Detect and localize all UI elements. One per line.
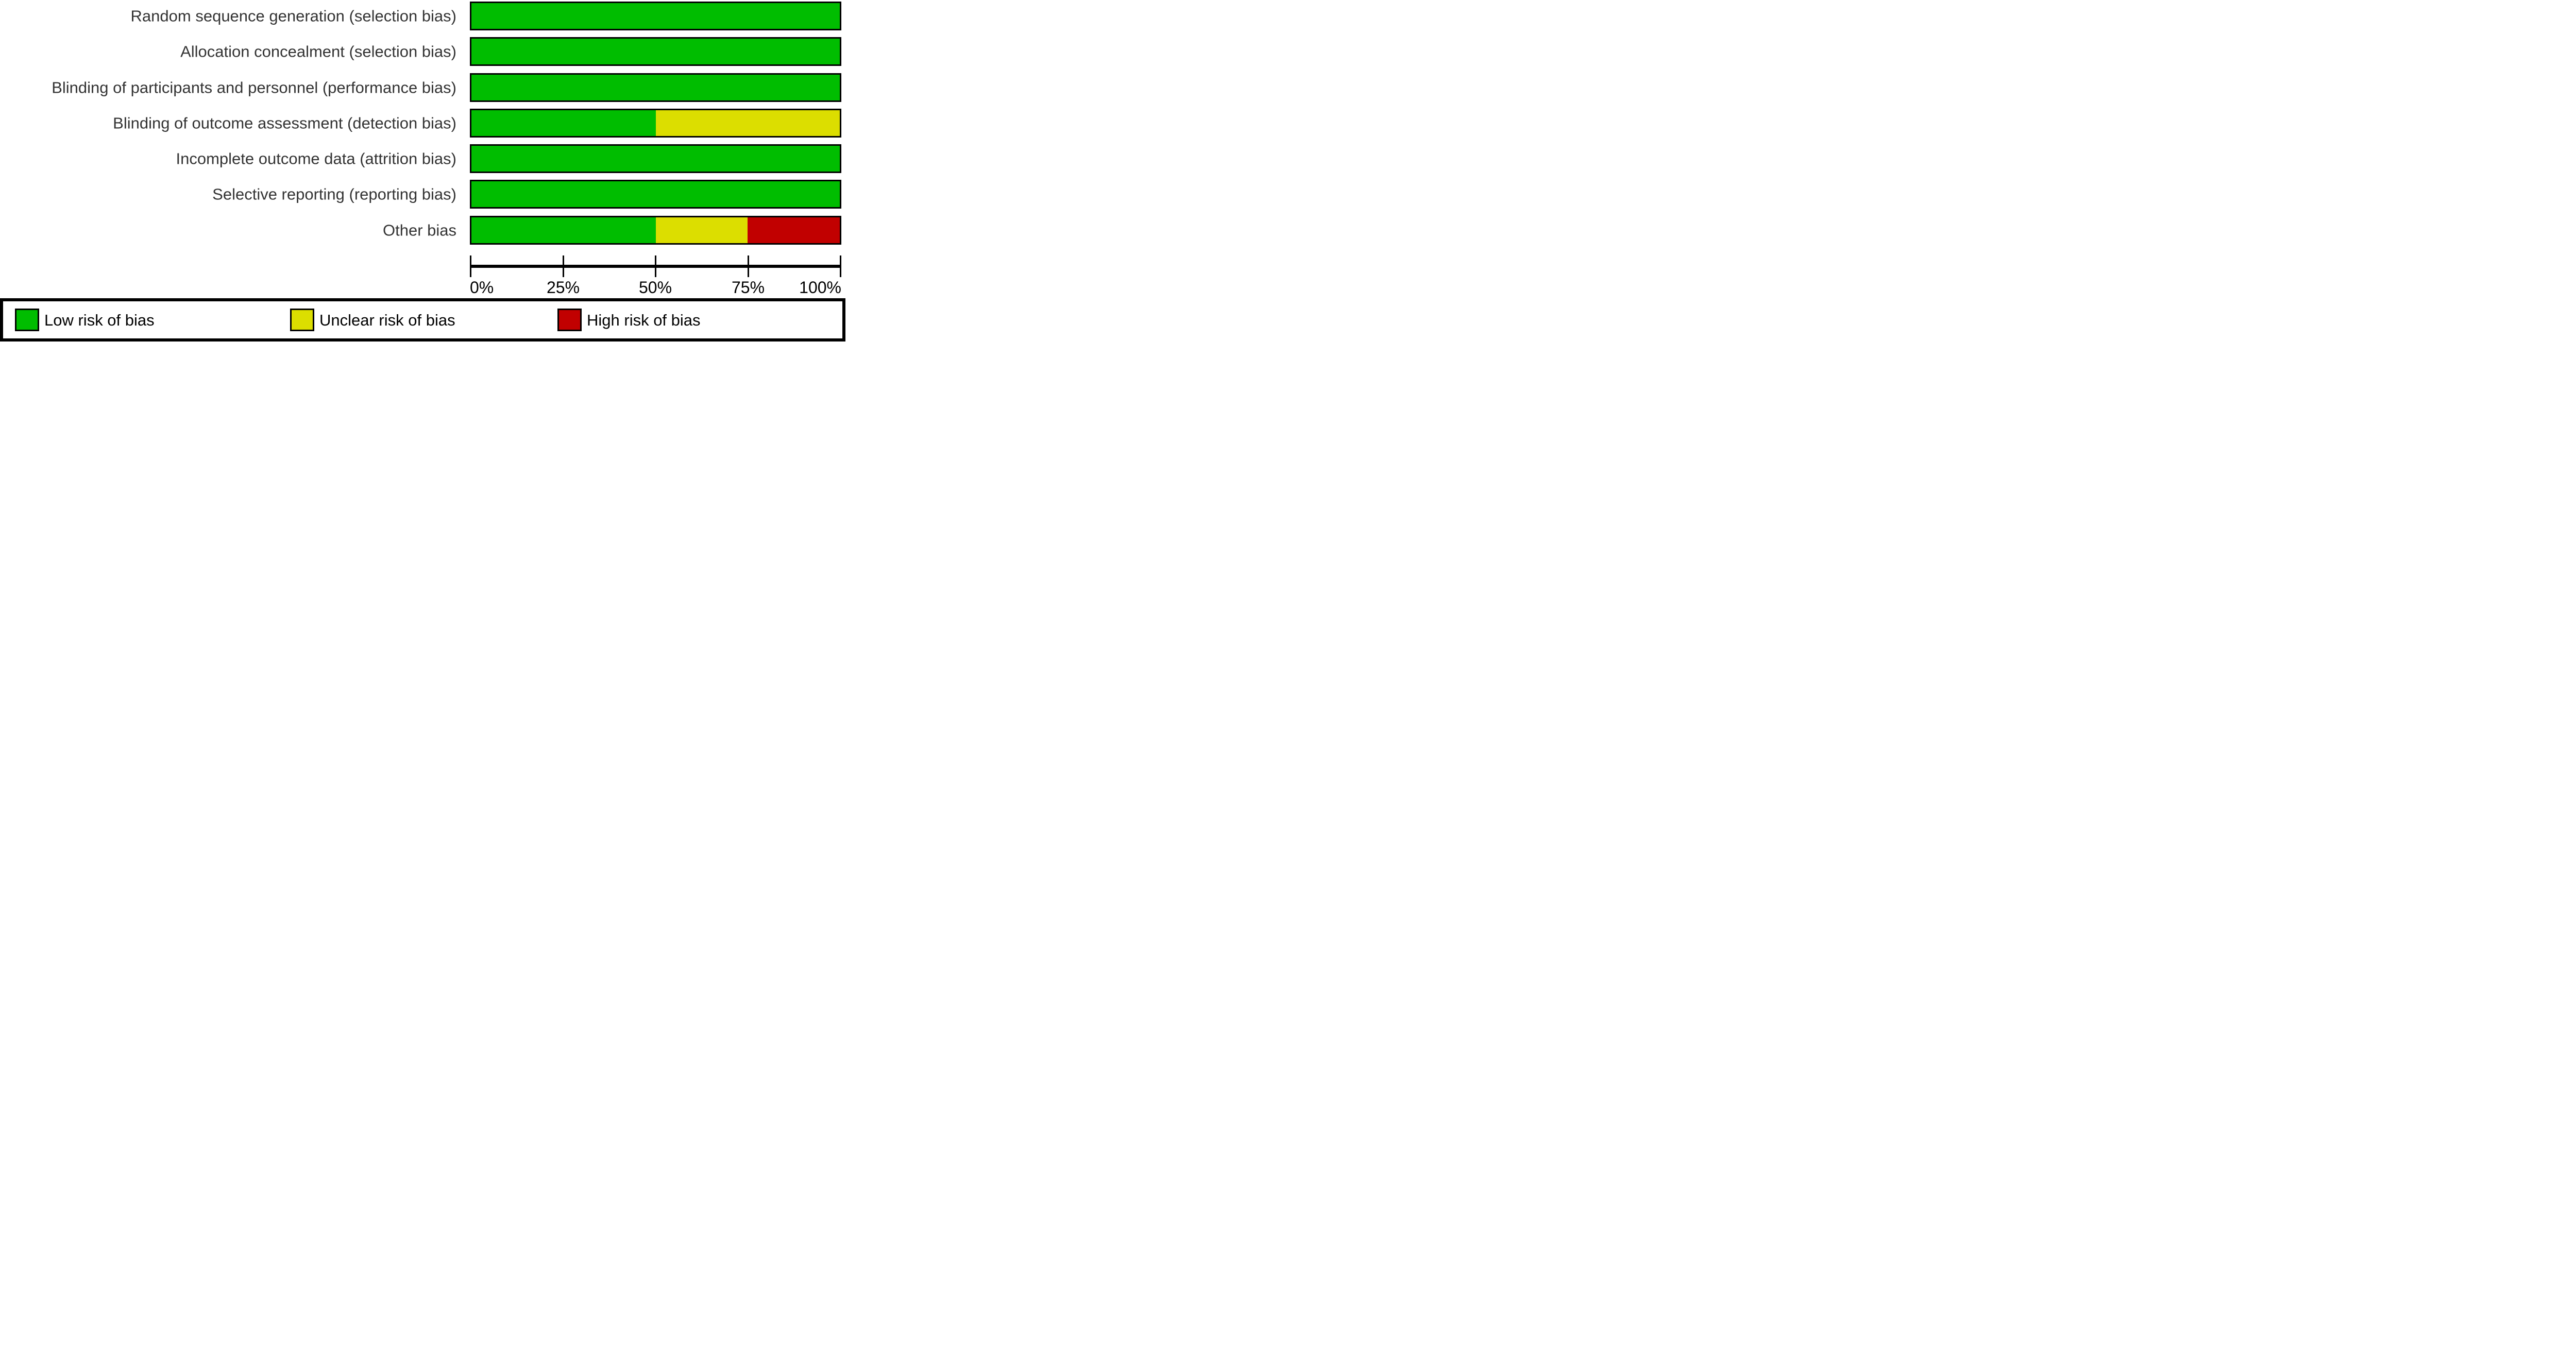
legend-item-high-risk: High risk of bias <box>557 309 701 331</box>
row-label-selective-reporting: Selective reporting (reporting bias) <box>212 185 456 203</box>
x-axis-tick-0 <box>470 255 471 277</box>
legend-label-low-risk: Low risk of bias <box>44 311 155 329</box>
stacked-bar-incomplete-outcome-data <box>470 144 841 173</box>
legend-item-unclear-risk: Unclear risk of bias <box>290 309 455 331</box>
legend: Low risk of bias Unclear risk of bias Hi… <box>0 298 845 341</box>
legend-swatch-low-risk <box>15 309 39 331</box>
bar-segment-low-risk-of-bias <box>471 110 656 136</box>
stacked-bar-blinding-participants-personnel <box>470 73 841 102</box>
legend-swatch-high-risk <box>557 309 582 331</box>
row-label-other-bias: Other bias <box>382 221 456 240</box>
stacked-bar-random-sequence-generation <box>470 2 841 30</box>
legend-swatch-unclear-risk <box>290 309 314 331</box>
stacked-bar-other-bias <box>470 216 841 245</box>
bar-segment-low-risk-of-bias <box>471 181 840 207</box>
risk-of-bias-graph: Random sequence generation (selection bi… <box>0 0 845 341</box>
legend-label-unclear-risk: Unclear risk of bias <box>319 311 455 329</box>
x-axis-tick-label-100: 100% <box>799 278 841 297</box>
bar-segment-low-risk-of-bias <box>471 3 840 29</box>
row-label-blinding-participants-personnel: Blinding of participants and personnel (… <box>52 78 456 97</box>
x-axis-tick-label-0: 0% <box>470 278 494 297</box>
row-label-allocation-concealment: Allocation concealment (selection bias) <box>180 42 456 61</box>
stacked-bar-allocation-concealment <box>470 37 841 66</box>
legend-item-low-risk: Low risk of bias <box>15 309 155 331</box>
row-label-random-sequence-generation: Random sequence generation (selection bi… <box>130 7 456 25</box>
bar-segment-low-risk-of-bias <box>471 39 840 64</box>
x-axis-tick-50 <box>655 255 656 277</box>
x-axis-tick-label-75: 75% <box>731 278 765 297</box>
stacked-bar-selective-reporting <box>470 180 841 209</box>
row-label-incomplete-outcome-data: Incomplete outcome data (attrition bias) <box>176 149 457 168</box>
x-axis-tick-25 <box>563 255 564 277</box>
x-axis-tick-label-25: 25% <box>546 278 580 297</box>
legend-label-high-risk: High risk of bias <box>587 311 701 329</box>
bar-segment-high-risk-of-bias <box>748 217 840 243</box>
x-axis-tick-100 <box>840 255 841 277</box>
x-axis-tick-75 <box>748 255 749 277</box>
bar-segment-unclear-risk-of-bias <box>655 110 840 136</box>
bar-segment-low-risk-of-bias <box>471 217 656 243</box>
stacked-bar-blinding-outcome-assessment <box>470 109 841 138</box>
bar-segment-low-risk-of-bias <box>471 75 840 100</box>
bar-segment-unclear-risk-of-bias <box>655 217 748 243</box>
bar-segment-low-risk-of-bias <box>471 146 840 172</box>
x-axis-tick-label-50: 50% <box>638 278 672 297</box>
row-label-blinding-outcome-assessment: Blinding of outcome assessment (detectio… <box>113 114 456 132</box>
x-axis-line <box>470 265 841 268</box>
